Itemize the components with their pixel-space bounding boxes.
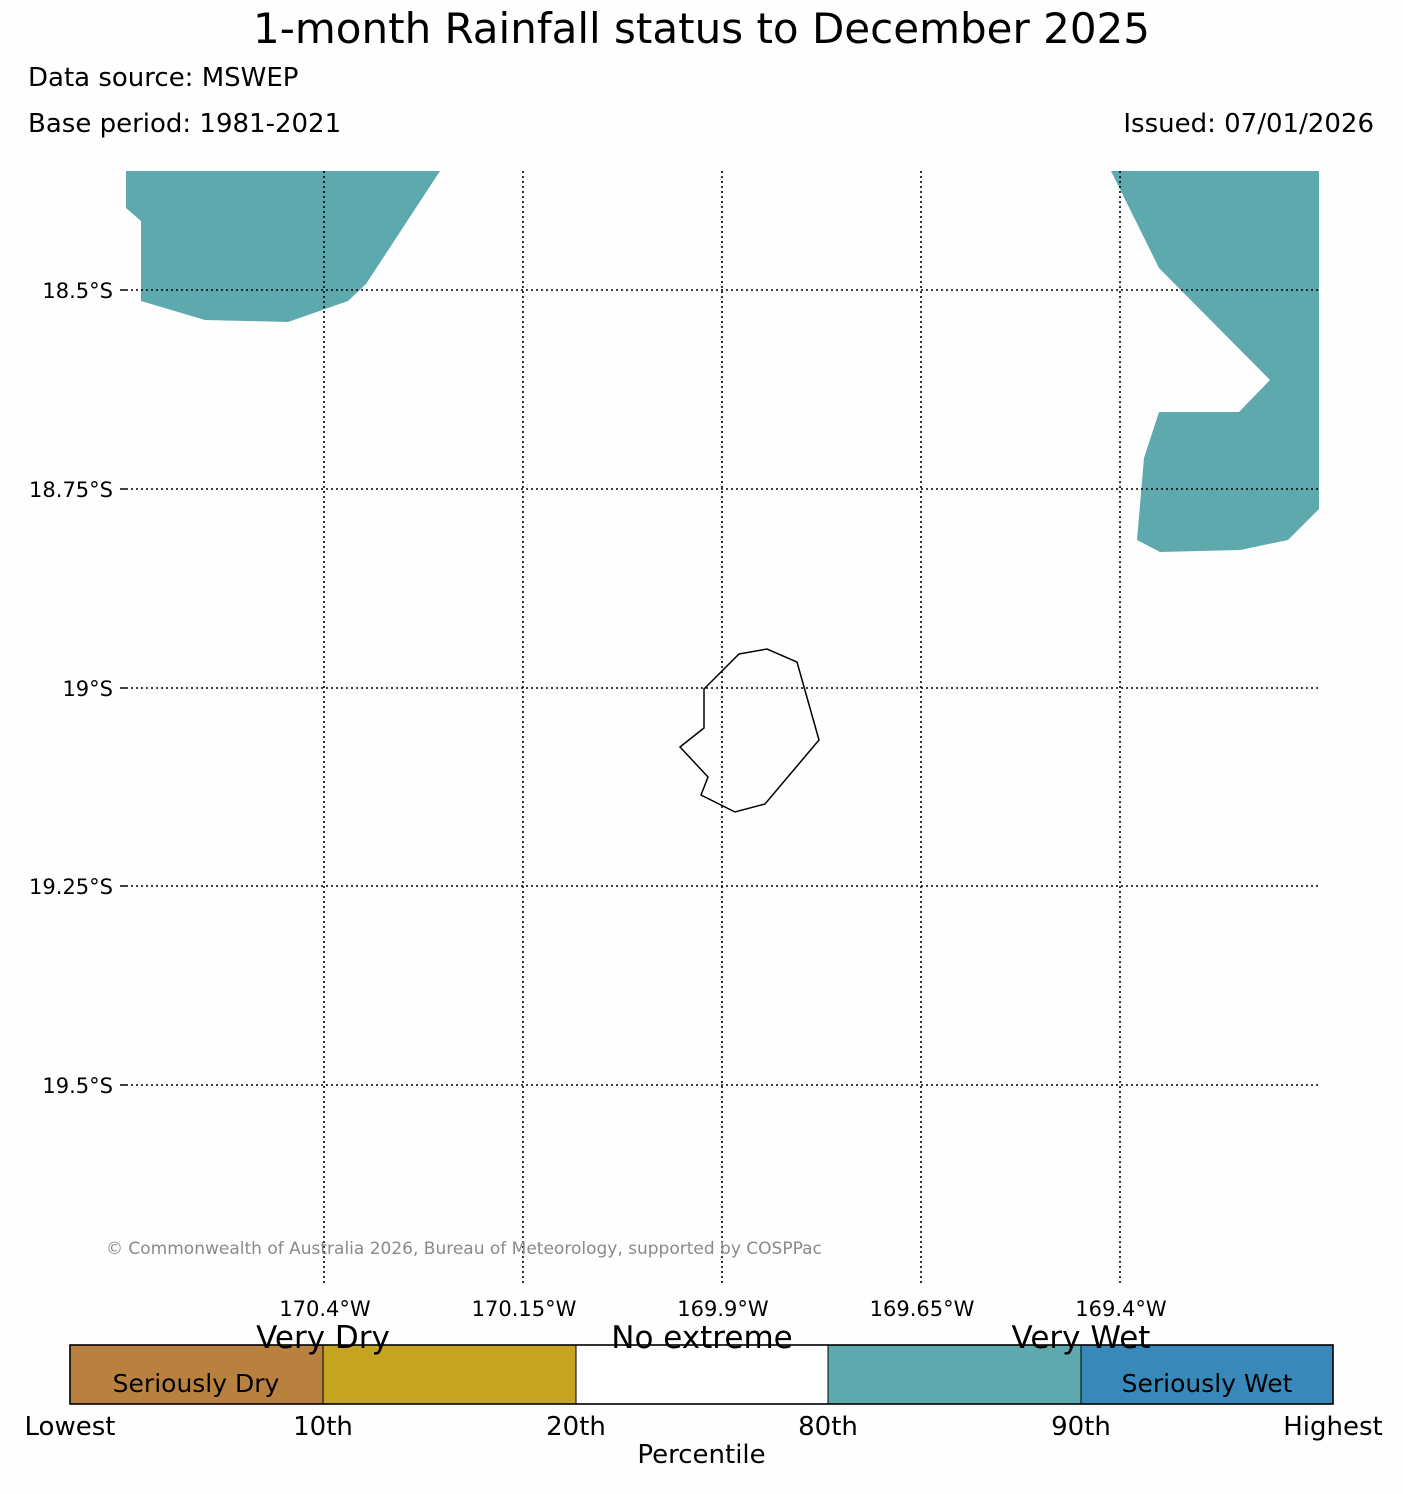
lon-label: 169.9°W xyxy=(677,1297,769,1321)
lon-label: 169.65°W xyxy=(870,1297,975,1321)
lat-label: 19.25°S xyxy=(29,875,113,899)
category-no-extreme: No extreme xyxy=(611,1320,792,1356)
legend-segment-very-wet xyxy=(828,1345,1081,1404)
segment-label-seriously-wet: Seriously Wet xyxy=(1122,1369,1293,1398)
category-very-dry: Very Dry xyxy=(256,1320,390,1356)
legend-segment-very-dry xyxy=(323,1345,576,1404)
lat-label: 18.75°S xyxy=(29,478,113,502)
map-title: 1-month Rainfall status to December 2025 xyxy=(253,4,1150,53)
copyright-notice: © Commonwealth of Australia 2026, Bureau… xyxy=(106,1239,822,1259)
percentile-tick: 20th xyxy=(546,1412,606,1442)
niue-island-outline xyxy=(678,648,820,813)
lon-label: 170.4°W xyxy=(279,1297,371,1321)
base-period-label: Base period: 1981-2021 xyxy=(28,109,342,139)
category-very-wet: Very Wet xyxy=(1012,1320,1151,1356)
lat-label: 19.5°S xyxy=(42,1074,113,1098)
percentile-tick: 80th xyxy=(798,1412,858,1442)
percentile-tick: 90th xyxy=(1051,1412,1111,1442)
lat-label: 19°S xyxy=(62,677,113,701)
longitude-gridlines xyxy=(323,171,1121,1284)
lon-label: 170.15°W xyxy=(472,1297,577,1321)
percentile-tick: 10th xyxy=(293,1412,353,1442)
percentile-tick: Lowest xyxy=(25,1412,116,1442)
percentile-tick: Highest xyxy=(1283,1412,1383,1442)
legend-colorbar xyxy=(69,1344,1334,1405)
issued-date-label: Issued: 07/01/2026 xyxy=(1123,109,1374,139)
data-source-label: Data source: MSWEP xyxy=(28,63,299,93)
northeast-wet-region xyxy=(1111,171,1319,552)
lon-label: 169.4°W xyxy=(1075,1297,1167,1321)
legend-segment-no-extreme xyxy=(576,1345,828,1404)
legend-segment-seriously-dry xyxy=(70,1345,323,1404)
legend-segment-seriously-wet xyxy=(1081,1345,1333,1404)
segment-label-seriously-dry: Seriously Dry xyxy=(113,1369,280,1398)
percentile-axis-title: Percentile xyxy=(637,1440,766,1470)
lat-label: 18.5°S xyxy=(42,279,113,303)
northwest-wet-region xyxy=(126,171,440,322)
